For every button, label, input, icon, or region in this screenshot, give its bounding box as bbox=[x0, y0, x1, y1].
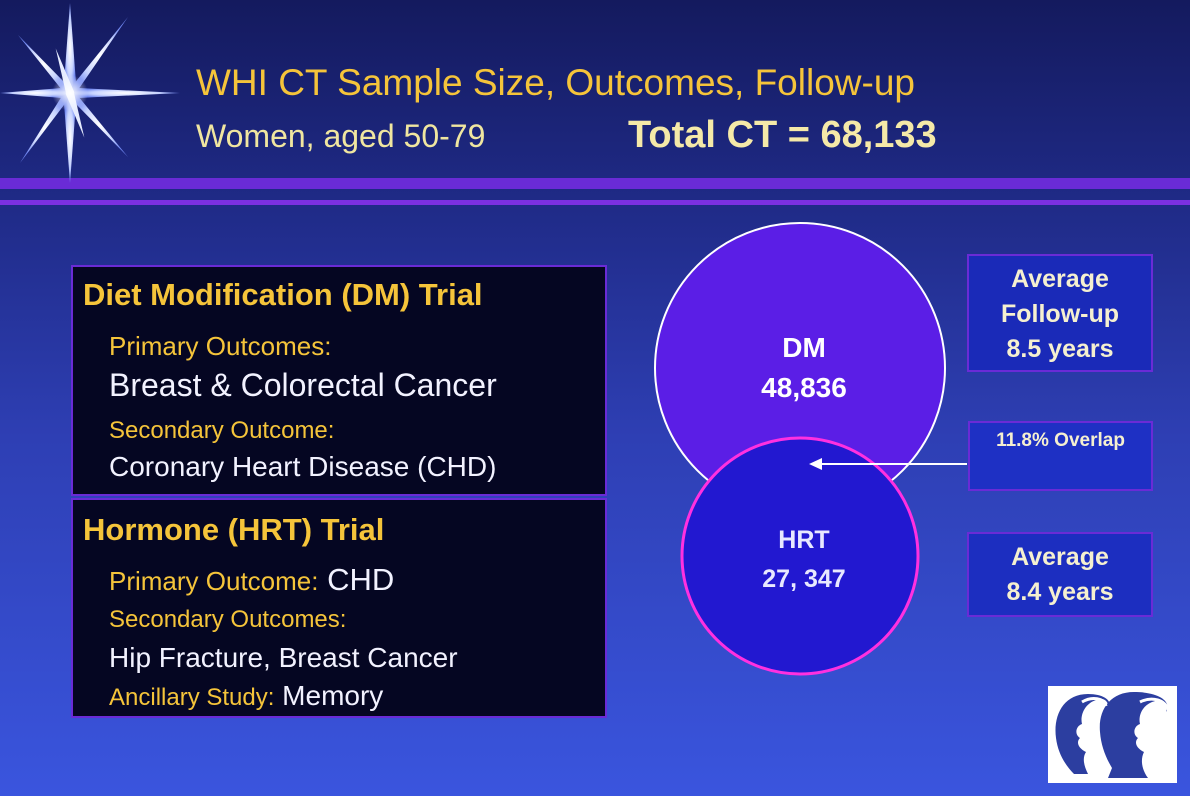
hrt-followup-line2: 8.4 years bbox=[1006, 578, 1114, 606]
page-subtitle: Women, aged 50-79 bbox=[196, 118, 486, 154]
dm-followup-line3: 8.5 years bbox=[1006, 335, 1114, 363]
dm-trial-title: Diet Modification (DM) Trial bbox=[83, 277, 483, 312]
dm-trial-panel: Diet Modification (DM) Trial Primary Out… bbox=[71, 265, 607, 496]
overlap-box: 11.8% Overlap bbox=[968, 421, 1153, 491]
hrt-followup-box: Average 8.4 years bbox=[967, 532, 1153, 617]
hrt-primary-line: Primary Outcome: CHD bbox=[109, 562, 394, 598]
hrt-circle bbox=[680, 436, 920, 676]
hrt-primary-value: CHD bbox=[318, 562, 395, 597]
star-burst-icon bbox=[0, 3, 180, 183]
hrt-ancillary-label: Ancillary Study: bbox=[109, 684, 275, 711]
dm-primary-label: Primary Outcomes: bbox=[109, 331, 332, 361]
dm-circle-count: 48,836 bbox=[761, 372, 847, 403]
hrt-trial-title: Hormone (HRT) Trial bbox=[83, 512, 385, 547]
hrt-primary-label: Primary Outcome: bbox=[109, 566, 319, 596]
header-divider-line bbox=[0, 200, 1190, 205]
dm-followup-line1: Average bbox=[1011, 265, 1109, 293]
hrt-trial-panel: Hormone (HRT) Trial Primary Outcome: CHD… bbox=[71, 498, 607, 718]
dm-circle-label: DM bbox=[782, 332, 826, 363]
hrt-ancillary-line: Ancillary Study: Memory bbox=[109, 680, 383, 712]
header-divider-band bbox=[0, 178, 1190, 189]
whi-women-profiles-logo bbox=[1048, 686, 1177, 783]
dm-primary-value: Breast & Colorectal Cancer bbox=[109, 367, 497, 403]
hrt-secondary-value: Hip Fracture, Breast Cancer bbox=[109, 642, 458, 673]
dm-secondary-label: Secondary Outcome: bbox=[109, 417, 335, 444]
page-title: WHI CT Sample Size, Outcomes, Follow-up bbox=[196, 62, 915, 103]
dm-followup-line2: Follow-up bbox=[1000, 300, 1120, 328]
total-ct-count: Total CT = 68,133 bbox=[628, 114, 937, 156]
hrt-secondary-label: Secondary Outcomes: bbox=[109, 606, 347, 633]
dm-followup-box: Average Follow-up 8.5 years bbox=[967, 254, 1153, 372]
hrt-circle-count: 27, 347 bbox=[762, 565, 845, 593]
hrt-followup-line1: Average bbox=[1011, 543, 1109, 571]
dm-secondary-value: Coronary Heart Disease (CHD) bbox=[109, 451, 497, 482]
hrt-circle-label: HRT bbox=[778, 526, 829, 554]
hrt-ancillary-value: Memory bbox=[274, 680, 384, 711]
overlap-arrow-head bbox=[809, 458, 822, 470]
overlap-text: 11.8% Overlap bbox=[996, 430, 1125, 451]
